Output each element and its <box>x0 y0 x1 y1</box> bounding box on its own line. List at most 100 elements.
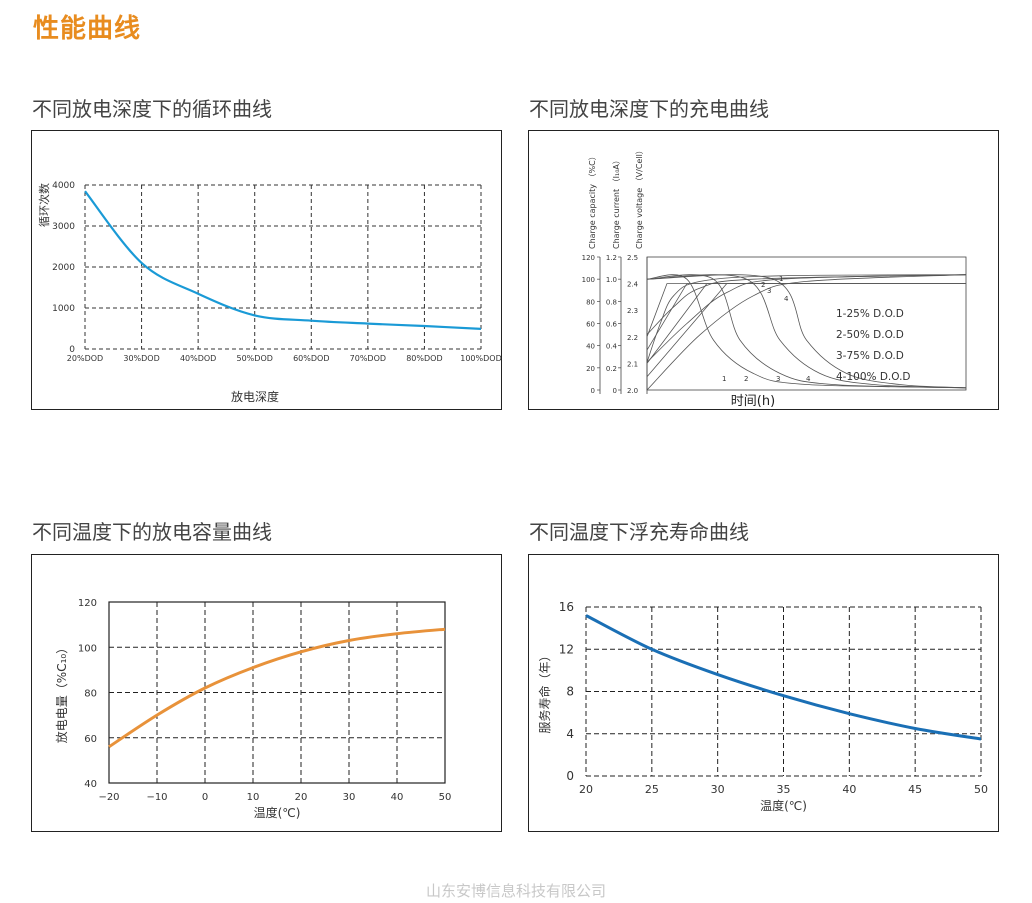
capacity-curve-label: 1 <box>779 275 783 283</box>
x-tick-label: 30 <box>343 792 356 803</box>
life-chart: 0 4 8 12 16 20 25 30 35 40 45 50 温度(℃) 服务寿命（年） <box>537 600 988 813</box>
x-tick-label: −10 <box>146 792 167 803</box>
x-tick-label: 50 <box>439 792 452 803</box>
y-tick-label: 40 <box>84 779 97 790</box>
y-tick-label: 8 <box>566 685 574 699</box>
current-curve-label: 1 <box>722 375 726 383</box>
x-tick-label: 40 <box>391 792 404 803</box>
x-tick-label: 30%DOD <box>123 354 159 363</box>
current-tick-label: 0.2 <box>606 365 617 373</box>
capacity-curve-3 <box>646 274 967 363</box>
voltage-tick-label: 2.1 <box>627 360 638 368</box>
y-tick-label: 12 <box>559 642 574 656</box>
x-tick-label: 20 <box>295 792 308 803</box>
x-tick-label: 50 <box>974 783 988 796</box>
capacity-curve-label: 2 <box>761 281 765 289</box>
x-tick-label: 50%DOD <box>237 354 273 363</box>
charge-chart-title: 不同放电深度下的充电曲线 <box>529 97 769 121</box>
voltage-tick-label: 2.4 <box>627 281 639 289</box>
x-tick-label: 20%DOD <box>67 354 103 363</box>
voltage-tick-label: 2.5 <box>627 254 638 262</box>
axis-title-2: Charge voltage （V/Cell） <box>635 146 644 249</box>
life-chart-panel: 0 4 8 12 16 20 25 30 35 40 45 50 温度(℃) 服务寿命（年） <box>528 554 999 832</box>
y-tick-label: 100 <box>78 643 97 654</box>
current-curve-label: 2 <box>744 375 748 383</box>
x-tick-label: 40%DOD <box>180 354 216 363</box>
y-tick-label: 0 <box>566 769 574 783</box>
life-chart-title: 不同温度下浮充寿命曲线 <box>529 520 749 544</box>
current-curve-4 <box>646 274 967 389</box>
x-tick-label: −20 <box>98 792 119 803</box>
voltage-tick-label: 2.0 <box>627 387 638 395</box>
y-axis-title: 循环次数 <box>37 183 51 227</box>
capacity-tick-label: 100 <box>582 276 595 284</box>
cycle-chart-panel: 0 1000 2000 3000 4000 20%DOD 30%DOD 40%DOD 50%DO… <box>31 130 502 410</box>
capacity-curve-label: 3 <box>767 287 771 295</box>
legend-entry-2: 2-50% D.O.D <box>836 329 904 341</box>
legend-entry-1: 1-25% D.O.D <box>836 308 904 320</box>
y-tick-label: 60 <box>84 734 97 745</box>
voltage-curve-3 <box>646 283 966 364</box>
float-life-curve <box>585 614 982 741</box>
cycle-life-curve <box>84 190 482 330</box>
page-title: 性能曲线 <box>33 14 142 44</box>
current-tick-label: 1.2 <box>606 254 617 262</box>
x-axis-title: 温度(℃) <box>254 805 301 820</box>
x-axis-title: 放电深度 <box>231 389 279 404</box>
x-tick-label: 70%DOD <box>350 354 386 363</box>
x-tick-label: 60%DOD <box>293 354 329 363</box>
cycle-chart-title: 不同放电深度下的循环曲线 <box>32 97 272 121</box>
voltage-tick-label: 2.3 <box>627 307 638 315</box>
capacity-tick-label: 40 <box>586 343 595 351</box>
x-tick-label: 25 <box>645 783 659 796</box>
x-tick-label: 0 <box>202 792 208 803</box>
x-tick-label: 45 <box>908 783 922 796</box>
charge-chart: 120 100 80 60 40 20 0 1.2 1.0 0.8 0.6 0.4 0.2 0 2.5 2.4… <box>582 146 967 409</box>
capacity-tick-label: 20 <box>586 365 595 373</box>
company-footer: 山东安博信息科技有限公司 <box>425 882 606 900</box>
y-tick-label: 4000 <box>52 181 75 191</box>
current-curve-1 <box>646 274 967 389</box>
y-tick-label: 0 <box>69 345 75 355</box>
capacity-curve-label: 4 <box>784 295 789 303</box>
capacity-curve-4 <box>646 274 967 391</box>
current-tick-label: 0.8 <box>606 298 617 306</box>
charge-chart-panel: 120 100 80 60 40 20 0 1.2 1.0 0.8 0.6 0.4 0.2 0 2.5 2.4… <box>528 130 999 410</box>
current-tick-label: 0 <box>613 387 617 395</box>
axis-title-1: Charge current （I₁₀A） <box>612 156 621 249</box>
y-tick-label: 1000 <box>52 304 75 314</box>
capacity-tick-label: 80 <box>586 298 595 306</box>
x-tick-label: 35 <box>777 783 791 796</box>
voltage-tick-label: 2.2 <box>627 334 638 342</box>
capacity-chart: 40 60 80 100 120 −20 −10 0 10 20 30 40 50 温度(℃) 放电电量（%… <box>54 598 452 820</box>
y-tick-label: 120 <box>78 598 97 609</box>
x-tick-label: 10 <box>247 792 260 803</box>
x-axis-title: 温度(℃) <box>760 798 807 813</box>
y-tick-label: 4 <box>566 727 574 741</box>
legend-entry-3: 3-75% D.O.D <box>836 350 904 362</box>
current-tick-label: 1.0 <box>606 276 617 284</box>
capacity-tick-label: 60 <box>586 321 595 329</box>
capacity-chart-panel: 40 60 80 100 120 −20 −10 0 10 20 30 40 50 温度(℃) 放电电量（%… <box>31 554 502 832</box>
x-tick-label: 20 <box>579 783 593 796</box>
discharge-capacity-curve <box>108 627 446 749</box>
axis-title-0: Charge capacity （%C） <box>588 152 597 249</box>
x-tick-label: 30 <box>711 783 725 796</box>
legend-entry-4: 4-100% D.O.D <box>836 371 911 383</box>
current-curve-label: 4 <box>806 375 811 383</box>
x-tick-label: 40 <box>842 783 856 796</box>
current-tick-label: 0.6 <box>606 321 618 329</box>
x-tick-label: 100%DOD <box>460 354 501 363</box>
current-curve-label: 3 <box>776 375 780 383</box>
y-axis-title: 服务寿命（年） <box>537 649 552 733</box>
capacity-tick-label: 120 <box>582 254 595 262</box>
x-axis-title: 时间(h) <box>731 394 775 409</box>
y-tick-label: 16 <box>559 600 574 614</box>
y-tick-label: 3000 <box>52 222 75 232</box>
y-axis-title: 放电电量（%C₁₀） <box>54 642 69 743</box>
cycle-chart: 0 1000 2000 3000 4000 20%DOD 30%DOD 40%DOD 50%DO… <box>37 181 501 404</box>
y-tick-label: 2000 <box>52 263 75 273</box>
voltage-curve-4 <box>646 283 966 377</box>
plot-frame <box>646 256 967 391</box>
current-tick-label: 0.4 <box>606 343 618 351</box>
